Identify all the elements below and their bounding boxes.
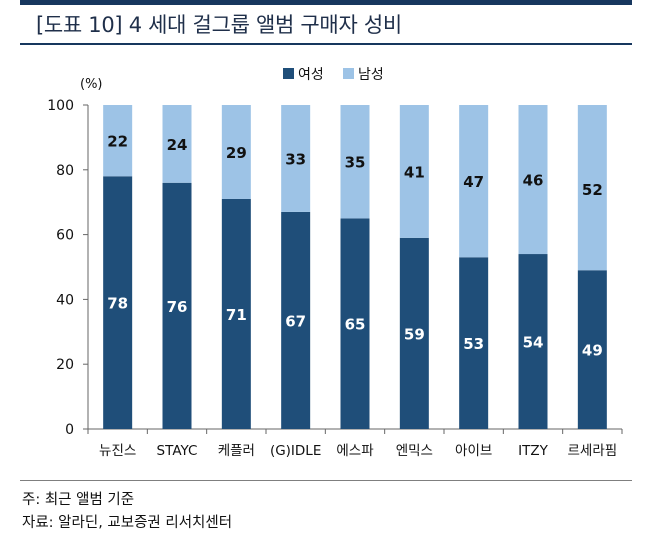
bar-male	[340, 105, 370, 219]
x-category-label: 엔믹스	[396, 443, 433, 459]
bar-male	[221, 105, 251, 199]
y-tick-label: 100	[47, 98, 74, 114]
x-category-label: 케플러	[218, 443, 255, 459]
data-label-female: 67	[285, 312, 306, 330]
bar-male	[162, 105, 192, 183]
bar-male	[103, 105, 133, 177]
bar-female	[459, 257, 489, 429]
bar-female	[577, 270, 607, 429]
title-rule	[20, 43, 632, 45]
bar-male	[399, 105, 429, 238]
data-label-male: 41	[404, 163, 425, 181]
data-label-male: 29	[226, 144, 247, 162]
data-label-female: 54	[523, 334, 544, 352]
x-category-label: 르세라핌	[567, 443, 617, 459]
y-tick-label: 20	[56, 357, 74, 373]
bar-male	[577, 105, 607, 271]
source-note: 자료: 알라딘, 교보증권 리서치센터	[22, 515, 233, 531]
data-label-male: 52	[582, 181, 603, 199]
footnote: 주: 최근 앨범 기준	[22, 492, 135, 508]
data-label-female: 49	[582, 342, 603, 360]
bar-male	[518, 105, 548, 255]
y-axis-unit: (%)	[80, 77, 103, 92]
bar-female	[221, 198, 251, 429]
data-label-female: 76	[167, 298, 188, 316]
y-tick-label: 0	[65, 422, 74, 438]
y-tick-label: 40	[56, 292, 74, 308]
bar-male	[281, 105, 311, 212]
y-tick-label: 60	[56, 228, 74, 244]
legend-swatch-male	[343, 68, 354, 79]
x-category-label: (G)IDLE	[270, 443, 321, 459]
data-label-male: 47	[463, 173, 484, 191]
x-category-label: 아이브	[455, 443, 492, 459]
stacked-bar-chart: 여성 남성 (%) 0 20 40 60 80 100 78 22 뉴진스 76 24 STAYC 71 29 케…	[47, 67, 623, 459]
bar-female	[340, 218, 370, 429]
x-category-label: 뉴진스	[99, 443, 136, 459]
data-label-female: 65	[345, 316, 366, 334]
data-label-female: 71	[226, 306, 247, 324]
data-label-male: 35	[345, 154, 366, 172]
bar-female	[281, 211, 311, 429]
bar-female	[103, 176, 133, 429]
legend-label-male: 남성	[358, 67, 384, 83]
top-rule	[20, 0, 632, 5]
data-label-female: 59	[404, 325, 425, 343]
bar-female	[162, 182, 192, 429]
data-label-male: 22	[107, 133, 128, 151]
bar-male	[459, 105, 489, 258]
figure-title: [도표 10] 4 세대 걸그룹 앨범 구매자 성비	[36, 13, 402, 37]
bar-female	[518, 254, 548, 429]
data-label-male: 46	[523, 172, 544, 190]
bar-female	[399, 237, 429, 429]
x-category-label: 에스파	[336, 443, 374, 459]
note-rule	[20, 480, 632, 481]
legend-label-female: 여성	[298, 67, 324, 83]
data-label-male: 33	[285, 150, 306, 168]
data-label-male: 24	[167, 136, 188, 154]
y-tick-label: 80	[56, 163, 74, 179]
x-category-label: STAYC	[157, 443, 198, 459]
data-label-female: 53	[463, 335, 484, 353]
legend-swatch-female	[283, 68, 294, 79]
x-category-label: ITZY	[518, 443, 548, 459]
data-label-female: 78	[107, 295, 128, 313]
